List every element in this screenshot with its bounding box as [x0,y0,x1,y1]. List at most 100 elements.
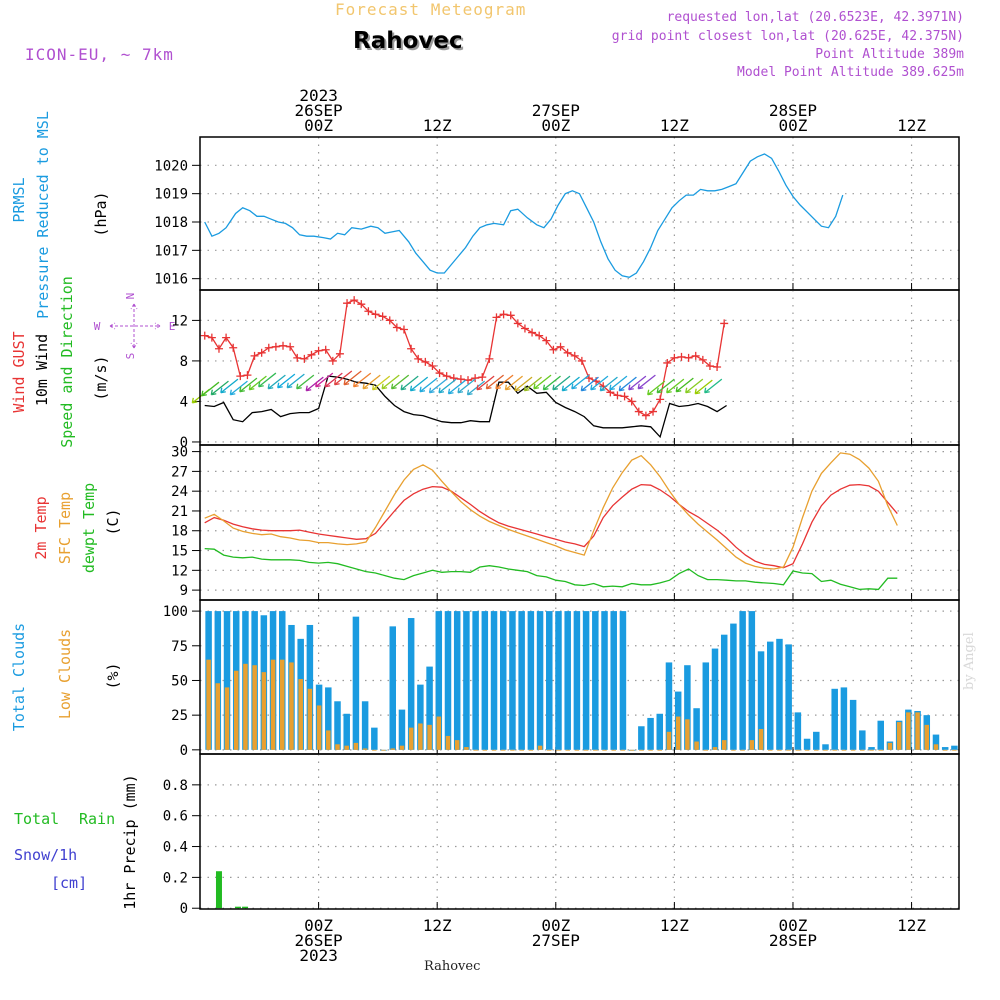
cloud-bar [390,748,395,750]
cloud-bar [675,716,681,750]
y-tick-label: 1018 [154,215,188,231]
gust-point [556,342,565,351]
cloud-bar [518,611,525,750]
cloud-bar [472,611,479,750]
wind-arrow [476,375,495,391]
cloud-bar [352,616,360,750]
gust-point [713,362,722,371]
panel-frame [199,289,960,446]
cloud-bar [243,663,248,750]
cloud-bar [224,687,230,750]
wind-arrow [220,378,239,394]
cloud-bar [565,749,570,751]
cloud-bar [582,611,590,750]
cloud-bar [785,644,792,750]
cloud-bar [685,719,690,750]
cloud-bar [629,749,635,751]
panel-wind: 0 4 8 12 Wind GUST 10m Wind Speed and Directio… [10,276,960,451]
wind-arrow [628,375,647,391]
wind-arrow [409,376,429,392]
gust-point [506,311,515,320]
wind-arrow [428,378,448,394]
precip-bar [242,906,249,909]
panel-frame [199,753,960,910]
cloud-bar [306,624,314,750]
gust-point [677,352,686,361]
gust-point [321,345,330,354]
cloud-bar [777,749,782,751]
gust-point [492,313,501,322]
cloud-bar [418,723,423,750]
wind-arrow [362,374,381,390]
gust-point [214,344,223,353]
cloud-bar [822,744,829,750]
cloud-bar [721,740,727,750]
cloud-bar [859,730,866,750]
cloud-bar [868,747,875,750]
gust-point [200,331,209,340]
wind-arrow [542,375,561,391]
cloud-bar [555,611,562,750]
cloud-bar [610,611,617,750]
cloud-bar [326,730,331,750]
cloud-bar [684,665,691,750]
cloud-bar [316,705,322,750]
axis-label-speed-direction: Speed and Direction [58,276,76,448]
gust-point [535,331,544,340]
cloud-bar [536,611,544,750]
series-line [204,153,844,278]
axis-label-prmsl: PRMSL [10,177,28,222]
wind-arrow [371,375,391,391]
cloud-bar [767,641,774,750]
gust-point [229,343,238,352]
cloud-bar [823,749,828,751]
cloud-bar [933,744,939,750]
wind-arrow [533,374,552,390]
gust-point [392,323,401,332]
cloud-bar [648,749,653,751]
cloud-bar [656,713,664,750]
cloud-bar [482,749,488,751]
time-label-bottom: 12Z [423,916,452,935]
gust-point [563,348,572,357]
cloud-bar [749,740,755,750]
y-tick-label: 15 [171,544,188,560]
time-label-bottom: 00Z [304,916,333,935]
wind-arrow [552,375,571,391]
panel-frame [199,444,960,601]
gust-point [271,342,280,351]
panel-temperature: 9 12 15 18 21 24 27 30 2m Temp SFC Temp dewpt Temp… [32,444,960,601]
cloud-bar [307,688,313,750]
cloud-bar [878,749,883,751]
gust-point [250,351,259,360]
precip-bar [234,906,241,909]
time-label-bottom: 27SEP [532,931,580,950]
cloud-bar [399,745,405,750]
compass-s: S [124,353,137,360]
wind-arrow [561,376,580,392]
cloud-bar [592,611,599,750]
y-tick-label: 9 [180,583,188,599]
cloud-bar [951,745,958,750]
cloud-bar [407,618,415,750]
axis-label-wind-gust: Wind GUST [10,331,28,412]
y-tick-label: 50 [171,673,188,689]
cloud-bar [381,749,386,751]
wind-arrow [324,372,343,388]
cloud-bar [694,741,699,750]
y-tick-label: 0 [180,435,188,451]
gust-point [428,361,437,370]
wind-arrow [390,374,410,390]
wind-arrow [400,375,419,391]
y-tick-label: 12 [171,563,188,579]
cloud-bar [657,749,663,751]
gust-point [627,397,636,406]
series-line [204,547,898,591]
cloud-bar [941,747,949,750]
gust-point [684,353,693,362]
cloud-bar [639,749,644,751]
cloud-bar [490,611,498,750]
cloud-bar [730,623,737,750]
y-tick-label: 1020 [154,158,188,174]
cloud-bar [528,749,534,751]
